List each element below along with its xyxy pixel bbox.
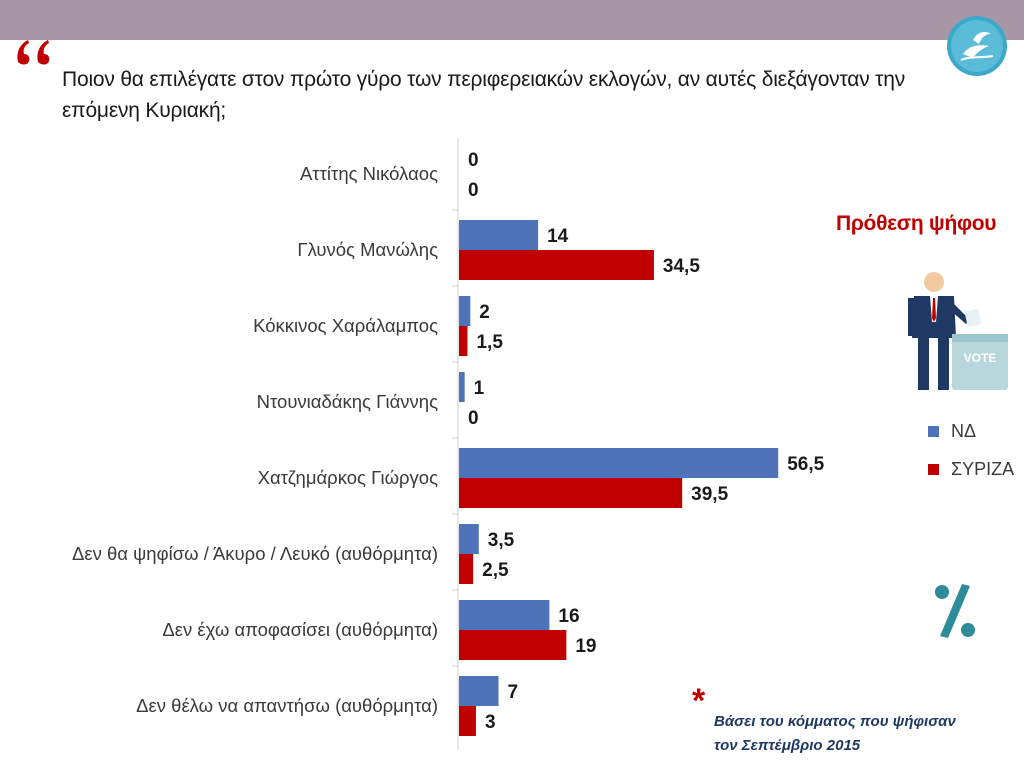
bar-syriza [459,250,654,280]
intent-title: Πρόθεση ψήφου [836,212,997,235]
category-label: Γλυνός Μανώλης [297,239,438,260]
value-label-nd: 56,5 [787,454,824,475]
bar-syriza [459,554,474,584]
legend-label-syriza: ΣΥΡΙΖΑ [951,458,1015,479]
logo-icon [947,16,1007,76]
value-label-syriza: 2,5 [482,560,509,581]
category-label: Δεν θέλω να απαντήσω (αυθόρμητα) [136,695,438,716]
vote-box-label: VOTE [964,351,997,365]
value-label-syriza: 34,5 [663,256,700,277]
category-label: Δεν έχω αποφασίσει (αυθόρμητα) [162,619,438,640]
value-label-syriza: 39,5 [691,484,728,505]
bar-nd [459,220,539,250]
bar-nd [459,676,499,706]
value-label-syriza: 3 [485,712,496,733]
voter-icon: VOTE [908,272,1008,390]
category-label: Δεν θα ψηφίσω / Άκυρο / Λευκό (αυθόρμητα… [72,543,438,564]
top-bar [0,0,1024,40]
value-label-syriza: 0 [468,408,479,429]
value-label-nd: 1 [474,378,485,399]
question-text: Ποιον θα επιλέγατε στον πρώτο γύρο των π… [62,68,906,122]
value-label-syriza: 1,5 [476,332,503,353]
legend-label-nd: ΝΔ [951,420,977,441]
percent-icon [935,584,975,638]
value-label-nd: 7 [508,682,519,703]
value-label-nd: 16 [558,606,579,627]
legend: ΝΔ ΣΥΡΙΖΑ [928,412,1014,488]
category-label: Κόκκινος Χαράλαμπος [253,315,438,336]
bar-nd [459,448,779,478]
legend-item-nd: ΝΔ [928,412,1014,450]
footnote-line-1: Βάσει του κόμματος που ψήφισαν [714,713,956,730]
bar-nd [459,296,471,326]
bar-syriza [459,326,468,356]
quote-icon [17,40,50,65]
value-label-nd: 3,5 [488,530,515,551]
category-label: Χατζημάρκος Γιώργος [258,467,438,488]
bar-syriza [459,630,567,660]
footnote: Βάσει του κόμματος που ψήφισαν τον Σεπτέ… [714,710,956,758]
bar-nd [459,372,465,402]
bar-syriza [459,706,476,736]
value-label-syriza: 0 [468,180,479,201]
bar-syriza [459,478,683,508]
bar-nd [459,524,479,554]
legend-swatch-syriza [928,463,939,475]
category-label: Ντουνιαδάκης Γιάννης [257,391,438,412]
category-label: Αττίτης Νικόλαος [300,163,438,184]
legend-swatch-nd [928,425,939,437]
footnote-line-2: τον Σεπτέμβριο 2015 [714,737,861,754]
value-label-nd: 2 [479,302,490,323]
bar-nd [459,600,550,630]
legend-item-syriza: ΣΥΡΙΖΑ [928,450,1014,488]
value-label-syriza: 19 [575,636,596,657]
value-label-nd: 14 [547,226,569,247]
value-label-nd: 0 [468,150,479,171]
footnote-star: * [692,682,706,720]
bar-chart: Αττίτης Νικόλαος 0 0 Γλυνός Μανώλης 14 34,5 Κό… [72,138,825,750]
